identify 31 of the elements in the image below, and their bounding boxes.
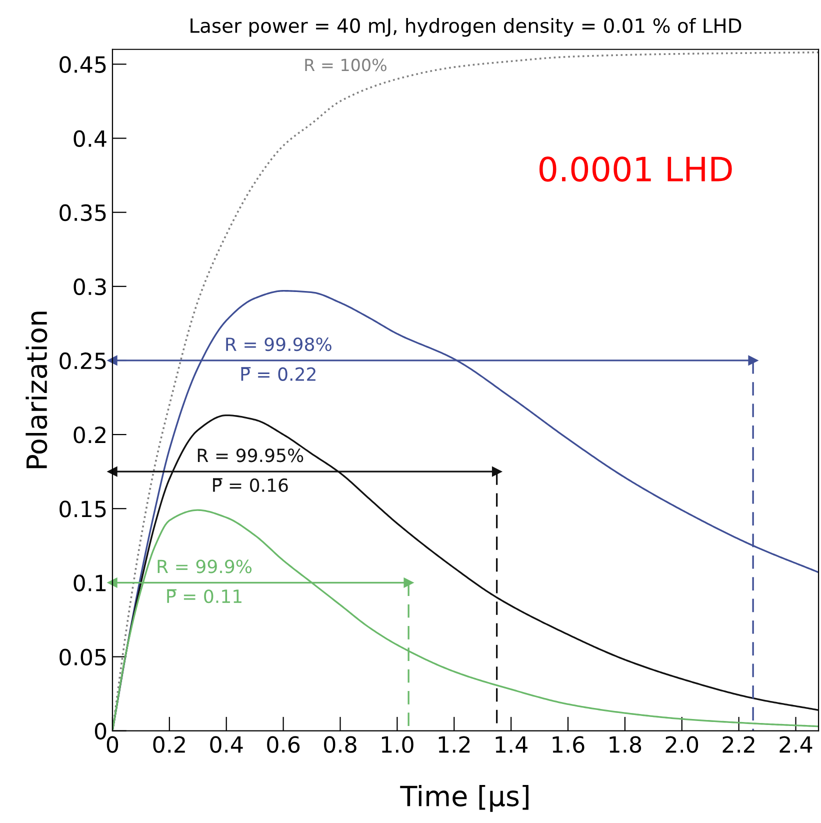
y-tick-label: 0.15 [60,500,106,518]
annotation: R = 99.95% P̅ = 0.16 [198,448,304,492]
x-tick-label: 0.6 [267,736,300,753]
x-tick-label: 1.8 [610,736,642,753]
y-tick-label: 0 [94,722,106,740]
y-tick-label: 0.05 [60,648,106,666]
chart-title: Laser power = 40 mJ, hydrogen density = 0.01 % of LHD [190,18,742,37]
x-tick-label: 0.2 [153,736,185,753]
x-tick-label: 0.4 [210,736,243,753]
series-label: R = 100% [305,58,386,72]
y-tick-label: 0.25 [60,352,106,370]
annotation: R = 99.98% P̅ = 0.22 [226,337,332,381]
y-tick-label: 0.4 [74,130,106,148]
x-tick-label: 1.2 [438,736,470,753]
x-tick-label: 2.2 [722,736,754,753]
x-tick-label: 1.4 [496,736,528,753]
y-tick-label: 0.1 [74,574,106,592]
annotation: 0.0001 LHD [539,156,732,182]
y-tick-label: 0.2 [74,426,106,444]
y-tick-label: 0.35 [60,204,106,222]
x-tick-label: 0.8 [324,736,356,753]
x-tick-label: 2.4 [780,736,812,753]
x-tick-label: 0 [106,736,118,753]
x-tick-label: 2.0 [666,736,698,753]
annotation: R = 99.9% P̅ = 0.11 [158,560,252,604]
y-tick-label: 0.3 [74,278,106,296]
y-tick-label: 0.45 [60,56,106,73]
x-tick-label: 1.0 [382,736,414,753]
x-axis-title: Time [μs] [400,784,528,812]
y-axis-title: Polarization [26,312,48,468]
x-tick-label: 1.6 [552,736,584,753]
